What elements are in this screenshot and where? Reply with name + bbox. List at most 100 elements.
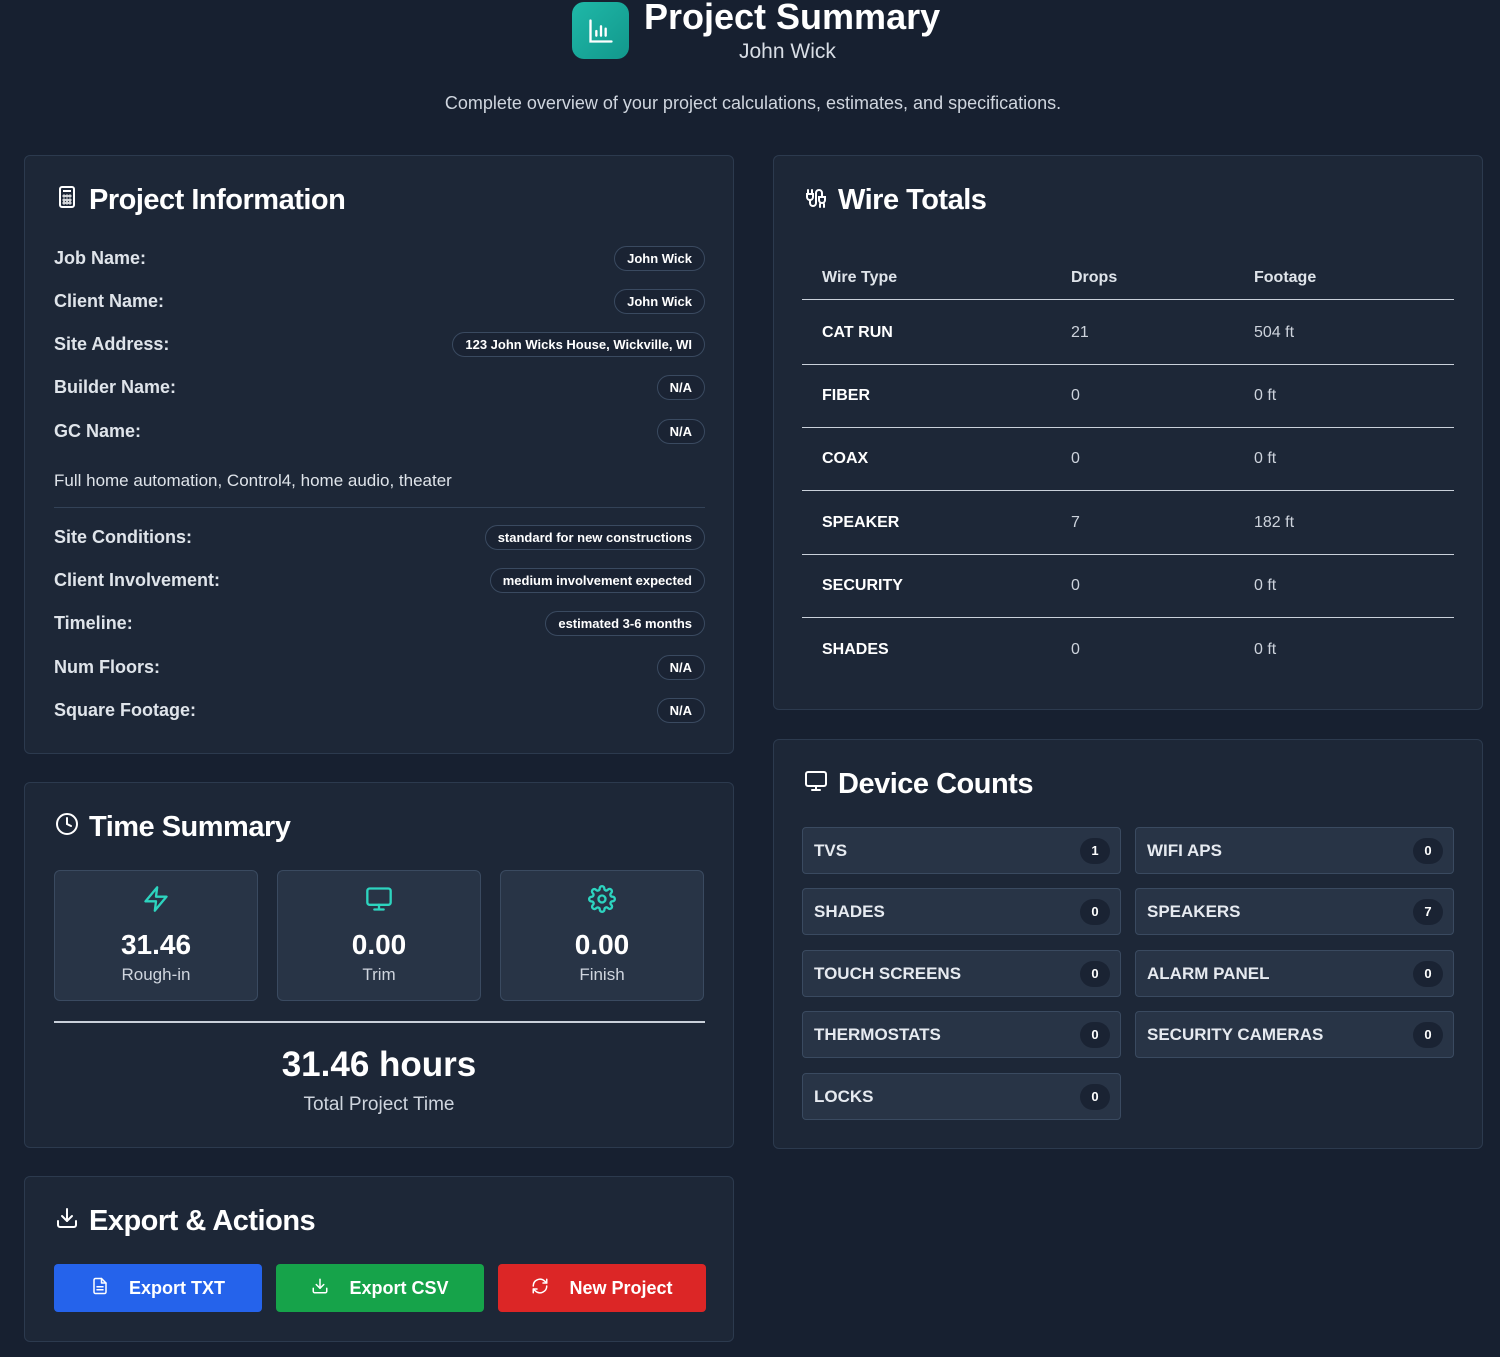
trim-time-box: 0.00 Trim [277,870,481,1001]
info-row-site-address: Site Address: 123 John Wicks House, Wick… [54,329,705,359]
download-icon [311,1277,329,1300]
footage-cell: 182 ft [1254,514,1295,531]
info-row-client-name: Client Name: John Wick [54,286,705,316]
device-item-shades: SHADES 0 [802,888,1121,935]
rough-in-time-box: 31.46 Rough-in [54,870,258,1001]
footage-cell: 0 ft [1254,640,1277,658]
export-txt-label: Export TXT [128,1277,225,1298]
new-project-label: New Project [569,1277,673,1298]
info-row-timeline: Timeline: estimated 3-6 months [54,608,705,638]
info-label: Job Name: [54,247,147,268]
calculator-icon [55,184,79,217]
drops-cell: 0 [1071,450,1080,467]
info-label: Client Name: [54,290,165,311]
info-value-pill: N/A [656,418,705,444]
page-title: Project Summary [644,0,941,37]
footage-cell: 0 ft [1254,387,1277,404]
page-header: Project Summary John Wick Complete overv… [0,0,1500,130]
divider [54,507,705,508]
total-project-hours: 31.46 hours [281,1045,477,1084]
file-text-icon [91,1277,109,1300]
info-value-pill: 123 John Wicks House, Wickville, WI [452,331,705,357]
device-counts-title: Device Counts [838,768,1033,800]
footage-cell: 0 ft [1254,577,1277,594]
wire-type-cell: FIBER [822,387,870,404]
monitor-icon [278,885,480,913]
info-row-gc-name: GC Name: N/A [54,416,705,446]
card-title: Wire Totals [804,184,987,217]
download-icon [55,1205,79,1238]
export-actions-card: Export & Actions Export TXT Export CSV N… [24,1176,734,1342]
rough-in-label: Rough-in [121,965,191,984]
device-item-alarm-panel: ALARM PANEL 0 [1135,950,1454,997]
info-label: Timeline: [54,612,133,633]
info-row-site-conditions: Site Conditions: standard for new constr… [54,522,705,552]
info-label: Square Footage: [54,699,197,720]
divider [54,1021,705,1023]
rough-in-hours: 31.46 [120,929,192,960]
table-row: SPEAKER 7 182 ft [802,492,1454,555]
info-row-job-name: Job Name: John Wick [54,243,705,273]
wire-type-cell: SPEAKER [822,514,900,531]
info-value-pill: standard for new constructions [484,524,705,550]
refresh-icon [531,1277,549,1300]
export-csv-button[interactable]: Export CSV [276,1264,484,1312]
device-count-badge: 1 [1080,837,1110,864]
card-title: Project Information [55,184,346,217]
device-item-wifi-aps: WIFI APS 0 [1135,827,1454,874]
drops-cell: 0 [1071,387,1080,404]
new-project-button[interactable]: New Project [498,1264,706,1312]
card-title: Export & Actions [55,1205,316,1238]
info-row-square-footage: Square Footage: N/A [54,695,705,725]
info-value-pill: N/A [656,654,705,680]
device-count-badge: 0 [1080,1021,1110,1048]
info-row-num-floors: Num Floors: N/A [54,652,705,682]
device-name: SHADES [814,901,885,921]
info-row-client-involvement: Client Involvement: medium involvement e… [54,565,705,595]
device-name: TOUCH SCREENS [814,963,962,983]
cable-icon [804,184,828,217]
device-count-badge: 0 [1413,1021,1443,1048]
project-information-card: Project Information Job Name: John Wick … [24,155,734,754]
device-count-badge: 0 [1080,960,1110,987]
device-name: LOCKS [814,1086,874,1106]
trim-hours: 0.00 [351,929,407,960]
column-header-drops: Drops [1071,268,1118,286]
device-count-badge: 0 [1080,1083,1110,1110]
clock-icon [55,811,79,844]
monitor-icon [804,768,828,801]
device-name: SPEAKERS [1147,901,1241,921]
card-title: Device Counts [804,768,1033,801]
info-value-pill: N/A [656,374,705,400]
info-label: Builder Name: [54,376,177,397]
info-label: Site Address: [54,333,170,354]
device-name: ALARM PANEL [1147,963,1270,983]
footage-cell: 0 ft [1254,450,1277,467]
table-row: FIBER 0 0 ft [802,365,1454,428]
device-name: SECURITY CAMERAS [1147,1024,1324,1044]
table-row: SECURITY 0 0 ft [802,555,1454,618]
device-item-speakers: SPEAKERS 7 [1135,888,1454,935]
device-item-locks: LOCKS 0 [802,1073,1121,1120]
total-project-time-label: Total Project Time [303,1094,455,1115]
wire-type-cell: COAX [822,450,869,467]
project-notes: Full home automation, Control4, home aud… [54,471,452,490]
finish-label: Finish [579,965,625,984]
info-label: Site Conditions: [54,526,192,547]
table-row: CAT RUN 21 504 ft [802,302,1454,365]
device-item-tvs: TVS 1 [802,827,1121,874]
export-txt-button[interactable]: Export TXT [54,1264,262,1312]
bar-chart-icon [572,2,629,59]
info-value-pill: John Wick [614,245,705,271]
card-title: Time Summary [55,811,291,844]
wire-totals-card: Wire Totals Wire Type Drops Footage CAT … [773,155,1483,710]
drops-cell: 21 [1071,324,1089,341]
time-summary-card: Time Summary 31.46 Rough-in 0.00 Trim 0.… [24,782,734,1148]
finish-time-box: 0.00 Finish [500,870,704,1001]
gear-icon [501,885,703,913]
info-value-pill: N/A [656,697,705,723]
drops-cell: 7 [1071,514,1080,531]
page-subtitle: John Wick [739,40,836,63]
drops-cell: 0 [1071,640,1080,658]
device-counts-card: Device Counts TVS 1 WIFI APS 0 SHADES 0 … [773,739,1483,1149]
